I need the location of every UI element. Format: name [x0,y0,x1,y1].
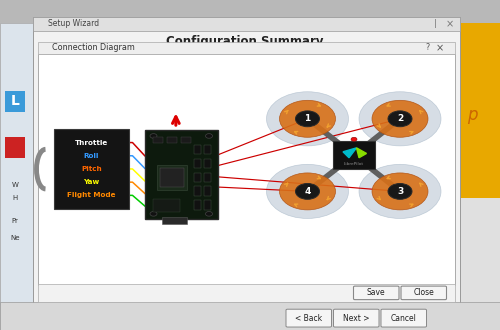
Circle shape [266,164,348,218]
Circle shape [359,164,441,218]
Text: Flight Mode: Flight Mode [67,192,116,198]
FancyBboxPatch shape [152,137,162,143]
Circle shape [266,92,348,146]
Circle shape [296,183,320,199]
FancyBboxPatch shape [286,309,332,327]
Text: ×: × [446,19,454,29]
FancyBboxPatch shape [450,23,500,304]
Text: |: | [434,19,436,28]
FancyBboxPatch shape [0,302,500,330]
FancyBboxPatch shape [354,286,399,300]
FancyBboxPatch shape [334,309,379,327]
Circle shape [206,134,212,138]
FancyBboxPatch shape [32,16,460,304]
FancyBboxPatch shape [194,200,201,210]
FancyBboxPatch shape [204,186,211,196]
Text: Connection Diagram: Connection Diagram [52,43,136,52]
FancyBboxPatch shape [204,200,211,210]
Text: Throttle: Throttle [74,140,108,146]
Text: p: p [467,107,478,124]
FancyBboxPatch shape [145,130,218,219]
Text: Pr: Pr [12,218,18,224]
Circle shape [150,212,157,216]
FancyBboxPatch shape [204,159,211,168]
Text: Pitch: Pitch [81,166,102,172]
FancyBboxPatch shape [160,168,184,187]
FancyBboxPatch shape [152,199,180,212]
Text: 3: 3 [397,187,403,196]
Text: 1: 1 [304,114,310,123]
FancyBboxPatch shape [156,165,186,190]
Text: 4: 4 [304,187,310,196]
Text: ?: ? [426,43,430,52]
Text: Save: Save [367,288,386,297]
Circle shape [372,100,428,137]
FancyBboxPatch shape [0,23,38,304]
Polygon shape [343,148,356,158]
Circle shape [388,183,412,199]
FancyBboxPatch shape [38,284,455,302]
FancyBboxPatch shape [381,309,426,327]
Circle shape [150,134,157,138]
FancyBboxPatch shape [204,173,211,182]
Text: < Back: < Back [295,314,322,323]
Polygon shape [356,148,366,158]
Text: Cancel: Cancel [391,314,416,323]
Circle shape [388,111,412,127]
Circle shape [280,173,336,210]
FancyBboxPatch shape [166,137,176,143]
Circle shape [280,100,336,137]
Text: Yaw: Yaw [83,179,100,185]
Circle shape [359,92,441,146]
Text: Close: Close [414,288,434,297]
FancyBboxPatch shape [450,198,500,304]
Circle shape [206,212,212,216]
Circle shape [372,173,428,210]
Text: ×: × [436,43,444,53]
Text: Setup Wizard: Setup Wizard [48,19,98,28]
FancyBboxPatch shape [194,145,201,154]
FancyBboxPatch shape [333,141,375,169]
Text: LibrePilot: LibrePilot [344,162,364,166]
FancyBboxPatch shape [162,217,188,224]
FancyBboxPatch shape [204,145,211,154]
Text: L: L [10,94,20,108]
Text: Next >: Next > [343,314,369,323]
FancyBboxPatch shape [54,129,129,209]
FancyBboxPatch shape [5,137,25,158]
Circle shape [351,137,357,141]
FancyBboxPatch shape [5,91,25,112]
Text: H: H [12,195,18,201]
FancyBboxPatch shape [194,186,201,196]
Text: 2: 2 [397,114,403,123]
Text: Configuration Summary: Configuration Summary [166,35,324,48]
Text: Ne: Ne [10,235,20,241]
FancyBboxPatch shape [32,16,460,31]
Text: Roll: Roll [84,153,99,159]
FancyBboxPatch shape [38,42,455,54]
FancyBboxPatch shape [194,159,201,168]
Text: W: W [12,182,18,188]
FancyBboxPatch shape [180,137,190,143]
FancyBboxPatch shape [194,173,201,182]
FancyBboxPatch shape [401,286,446,300]
Circle shape [296,111,320,127]
FancyBboxPatch shape [38,54,455,285]
